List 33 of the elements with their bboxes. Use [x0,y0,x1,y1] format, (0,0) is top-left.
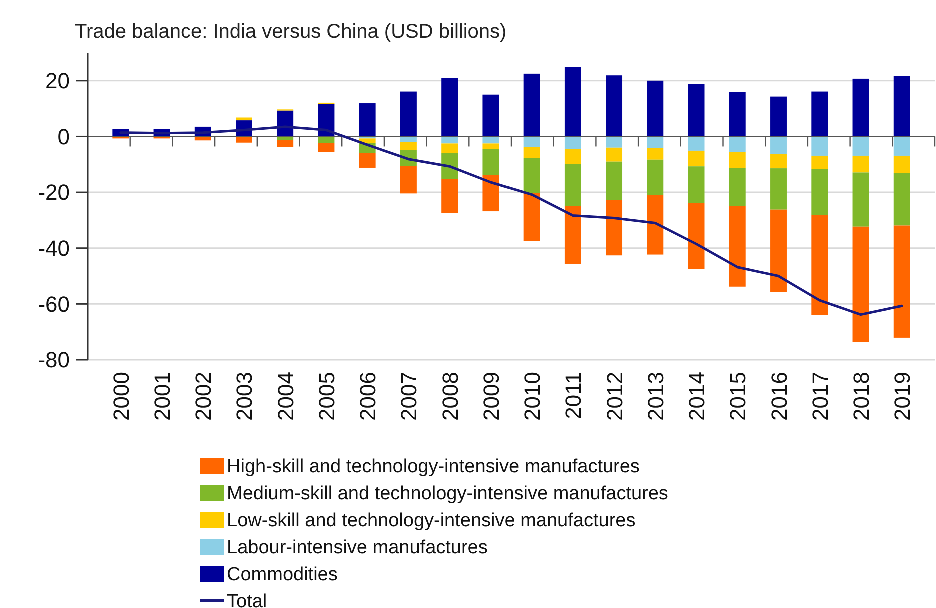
x-tick-label: 2011 [561,372,586,420]
legend-label: High-skill and technology-intensive manufactures [227,456,640,478]
y-tick-label: -40 [38,236,70,262]
legend-label: Total [227,592,268,608]
x-tick-label: 2001 [150,372,176,421]
y-tick-label: 20 [46,68,70,94]
x-tick-label: 2009 [478,372,504,421]
y-tick-label: -60 [38,292,70,317]
x-tick-label: 2019 [890,372,916,421]
x-tick-label: 2016 [766,372,792,421]
x-tick-label: 2008 [438,372,463,421]
chart-title: Trade balance: India versus China (USD billions) [75,21,507,43]
legend-label: Commodities [227,564,338,586]
y-tick-label: -80 [38,348,70,373]
legend-label: Labour-intensive manufactures [227,538,488,559]
x-tick-label: 2010 [520,372,546,421]
x-tick-label: 2000 [108,372,134,421]
y-tick-label: 0 [58,124,70,150]
legend-label: Medium-skill and technology-intensive manufactures [227,484,668,505]
x-tick-label: 2012 [602,372,628,421]
x-tick-label: 2003 [232,372,258,421]
legend-label: Low-skill and technology-intensive manufactures [227,510,636,532]
x-tick-label: 2015 [726,372,751,421]
x-tick-label: 2005 [314,372,340,421]
x-tick-label: 2006 [356,372,381,421]
y-tick-label: -20 [38,180,70,206]
x-tick-label: 2014 [684,372,710,421]
x-tick-label: 2007 [396,372,422,421]
x-tick-label: 2013 [643,372,668,421]
x-tick-label: 2017 [808,372,833,421]
x-tick-label: 2018 [848,372,874,421]
x-tick-label: 2004 [273,372,298,421]
x-tick-label: 2002 [191,372,216,421]
